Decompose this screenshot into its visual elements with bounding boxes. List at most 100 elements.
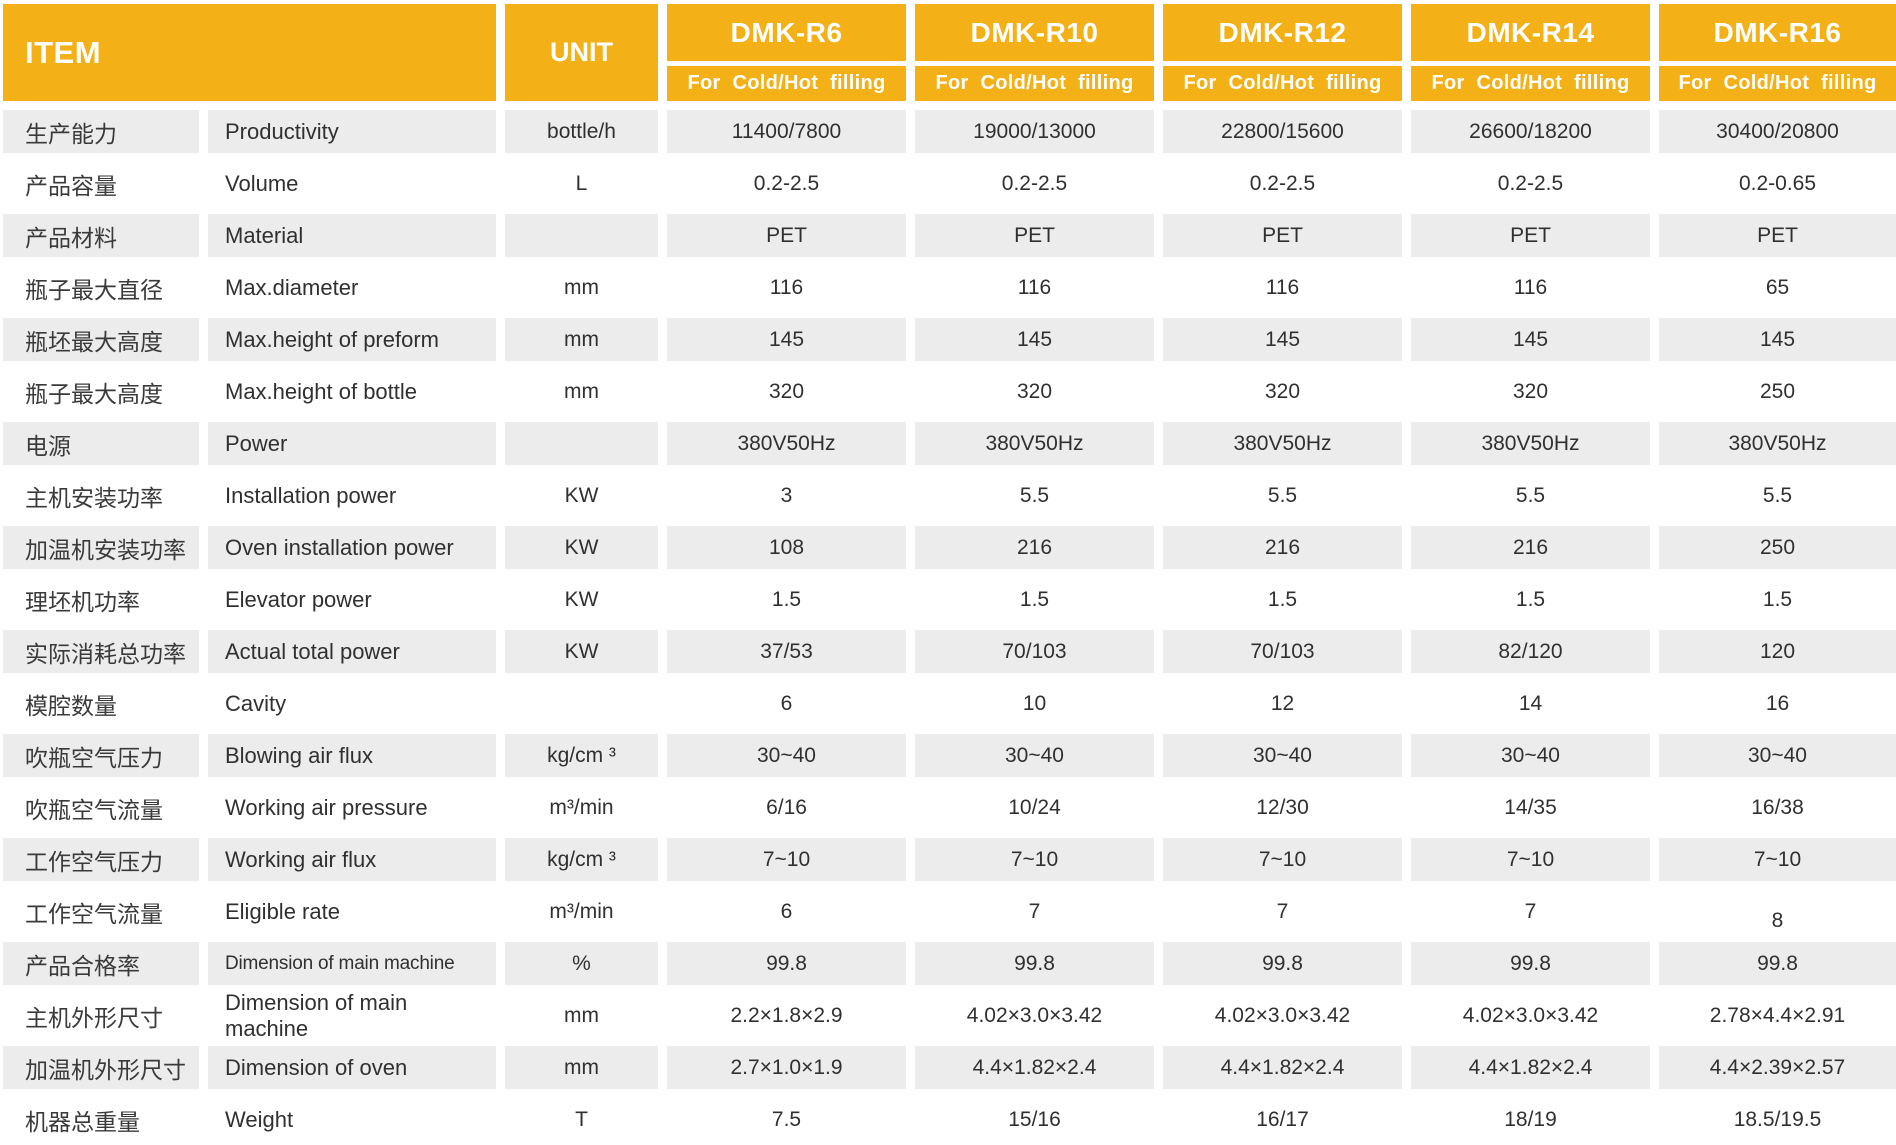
header-divider	[667, 61, 906, 66]
row-label-en: Oven installation power	[208, 526, 496, 569]
row-value: 116	[1265, 275, 1300, 299]
row-value: 380V50Hz	[1163, 422, 1402, 465]
row-value: 14	[1518, 691, 1543, 715]
row-value: 380V50Hz	[1411, 422, 1650, 465]
row-label-zh: 实际消耗总功率	[3, 630, 199, 673]
row-unit: %	[505, 942, 658, 985]
row-unit: KW	[505, 526, 658, 569]
row-unit: kg/cm ³	[505, 838, 658, 881]
row-value: 1.5	[1515, 587, 1546, 611]
row-value: 0.2-2.5	[1497, 171, 1564, 195]
row-value: 10/24	[1008, 795, 1061, 819]
row-unit	[505, 682, 658, 725]
row-value: 380V50Hz	[915, 422, 1154, 465]
row-value: 6	[780, 691, 793, 715]
row-value: 320	[1512, 379, 1549, 403]
row-unit: KW	[505, 630, 658, 673]
row-value: 10	[1022, 691, 1047, 715]
row-value: 0.2-0.65	[1738, 171, 1817, 195]
row-value: PET	[1411, 214, 1650, 257]
row-value: 5.5	[1267, 483, 1298, 507]
row-value: 99.8	[915, 942, 1154, 985]
header-divider	[1411, 61, 1650, 66]
row-unit: kg/cm ³	[505, 734, 658, 777]
row-value: 4.02×3.0×3.42	[1214, 1003, 1351, 1027]
row-value: 18/19	[1504, 1107, 1557, 1131]
row-value: 145	[1163, 318, 1402, 361]
row-value: 6/16	[766, 795, 807, 819]
row-label-en: Dimension of oven	[208, 1046, 496, 1089]
row-label-en: Max.height of bottle	[225, 378, 418, 404]
row-value: PET	[915, 214, 1154, 257]
row-label-zh: 理坯机功率	[25, 588, 140, 615]
row-value: 5.5	[1515, 483, 1546, 507]
row-label-zh: 产品容量	[25, 172, 117, 199]
row-value: 70/103	[915, 630, 1154, 673]
row-label-zh: 电源	[3, 422, 199, 465]
row-value: 30~40	[1163, 734, 1402, 777]
row-unit: KW	[564, 483, 599, 507]
row-value: 99.8	[1659, 942, 1896, 985]
row-value: 30~40	[1659, 734, 1896, 777]
row-value: 2.2×1.8×2.9	[730, 1003, 843, 1027]
model-name: DMK-R6	[667, 4, 906, 61]
row-value: 250	[1659, 526, 1896, 569]
row-value: 7	[1276, 899, 1289, 923]
header-item-label: ITEM	[3, 4, 496, 101]
row-value: 116	[1513, 275, 1548, 299]
row-label-en: Installation power	[225, 482, 397, 508]
row-label-zh: 主机外形尺寸	[25, 1004, 163, 1031]
model-column-header: DMK-R6 For Cold/Hot filling	[667, 4, 906, 101]
row-value: 6	[780, 899, 793, 923]
row-label-en: Max.height of preform	[208, 318, 496, 361]
row-value: 99.8	[1163, 942, 1402, 985]
row-unit: mm	[505, 318, 658, 361]
row-value: 14/35	[1504, 795, 1557, 819]
row-value: 116	[1017, 275, 1052, 299]
row-value: 99.8	[1411, 942, 1650, 985]
row-value: 26600/18200	[1411, 110, 1650, 153]
row-value: 4.4×1.82×2.4	[1411, 1046, 1650, 1089]
row-unit: L	[575, 171, 588, 195]
row-label-en: Eligible rate	[225, 898, 340, 924]
row-label-zh: 吹瓶空气流量	[25, 796, 163, 823]
row-value: 18.5/19.5	[1733, 1107, 1822, 1131]
row-value: 15/16	[1008, 1107, 1061, 1131]
row-unit: mm	[505, 1046, 658, 1089]
row-value: 320	[1016, 379, 1053, 403]
row-value: 11400/7800	[667, 110, 906, 153]
row-label-zh: 生产能力	[3, 110, 199, 153]
header-divider	[915, 61, 1154, 66]
row-value: 22800/15600	[1163, 110, 1402, 153]
row-value: 7	[1524, 899, 1537, 923]
header-unit-label: UNIT	[505, 4, 658, 101]
row-label-en: Cavity	[225, 690, 287, 716]
row-label-zh: 主机安装功率	[25, 484, 163, 511]
row-value: 2.7×1.0×1.9	[667, 1046, 906, 1089]
row-label-en: Actual total power	[208, 630, 496, 673]
row-value: 250	[1759, 379, 1796, 403]
row-label-en: Elevator power	[225, 586, 372, 612]
spec-table: ITEM UNIT DMK-R6 For Cold/Hot filling DMK-…	[3, 4, 1896, 1141]
model-column-header: DMK-R16 For Cold/Hot filling	[1659, 4, 1896, 101]
row-value: 70/103	[1163, 630, 1402, 673]
row-label-zh: 瓶子最大高度	[25, 380, 163, 407]
row-unit: mm	[564, 379, 599, 403]
row-unit: m³/min	[549, 899, 614, 923]
model-subheader: For Cold/Hot filling	[1163, 66, 1402, 101]
model-name: DMK-R16	[1659, 4, 1896, 61]
row-value: 0.2-2.5	[753, 171, 820, 195]
row-label-zh: 瓶子最大直径	[25, 276, 163, 303]
row-value: 4.02×3.0×3.42	[966, 1003, 1103, 1027]
row-value: 120	[1659, 630, 1896, 673]
row-value: 145	[667, 318, 906, 361]
row-label-zh: 机器总重量	[25, 1108, 140, 1135]
row-value: 1.5	[1267, 587, 1298, 611]
row-value: 1.5	[1019, 587, 1050, 611]
row-value: 2.78×4.4×2.91	[1709, 1003, 1846, 1027]
row-label-zh: 工作空气压力	[3, 838, 199, 881]
model-subheader: For Cold/Hot filling	[1659, 66, 1896, 101]
row-label-zh: 产品合格率	[3, 942, 199, 985]
row-value: 320	[768, 379, 805, 403]
row-value: PET	[1659, 214, 1896, 257]
